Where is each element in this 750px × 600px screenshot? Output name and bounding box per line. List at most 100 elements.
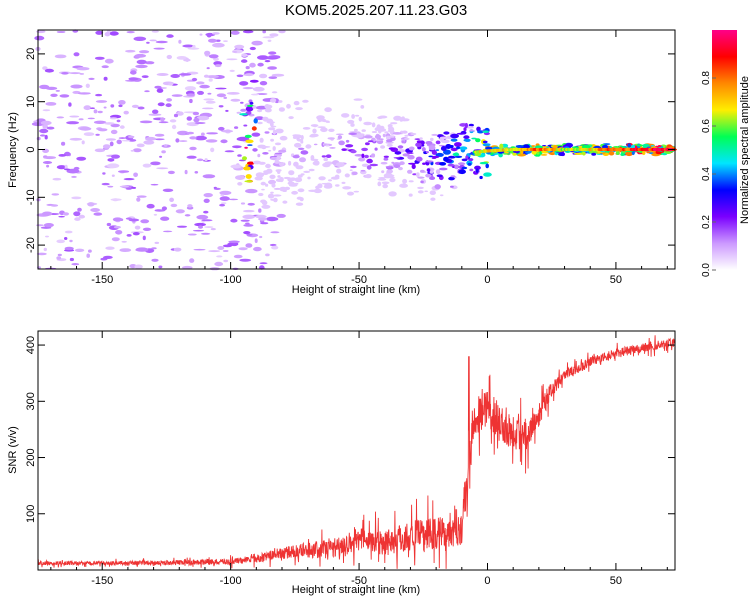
spectrogram-cell [665,151,672,155]
spectrogram-cell [408,146,415,151]
spectrogram-cell [642,150,646,156]
spectrogram-cell [130,149,135,152]
spectrogram-cell [43,247,47,252]
spectrogram-cell [274,159,279,162]
spectrogram-cell [66,121,79,125]
spectrogram-cell [382,183,389,189]
colorbar-tick-label: 0.8 [701,71,712,85]
spectrogram-cell [469,168,474,172]
spectrogram-cell [404,134,409,137]
spectrogram-cell [69,115,80,118]
spectrogram-cell [286,103,291,109]
spectrogram-cell [371,153,376,158]
spectrogram-cell [313,143,318,146]
spectrogram-cell [299,157,306,163]
spectrogram-cell [216,255,223,258]
spectrogram-cell [63,212,69,216]
spectrogram-cell [166,54,172,60]
spectrogram-cell [355,114,360,117]
spectrogram-cell [415,172,420,178]
spectrogram-cell [439,167,448,171]
spectrogram-cell [69,137,83,141]
spectrogram-cell [308,189,318,192]
spectrogram-cell [136,195,147,198]
spectrogram-cell [133,172,139,178]
spectrogram-cell [245,222,250,225]
spectrogram-cell [70,84,83,89]
spectrogram-cell [260,222,269,225]
spectrogram-cell [203,74,209,78]
spectrogram-cell [469,129,474,132]
spectrogram-cell [318,119,322,123]
spectrogram-cell [399,118,403,122]
colorbar-gradient [712,30,737,270]
spectrogram-cell [253,118,258,124]
spectrogram-cell [399,183,408,188]
spectrogram-cell [295,107,303,111]
spectrogram-cell [447,163,455,167]
spectrogram-cell [51,193,60,196]
spectrogram-cell [251,132,261,137]
spectrogram-cell [259,81,268,86]
spectrogram-cell [132,232,140,236]
spectrogram-cell [125,217,132,220]
spectrogram-cell [119,125,125,129]
spectrogram-cell [189,98,193,104]
spectrogram-cell [240,108,247,112]
spectrogram-cell [56,116,65,119]
spectrogram-cell [398,166,403,171]
spectrogram-cell [78,118,84,121]
spectrogram-cell [34,35,45,41]
snr-x-tick-label: -150 [91,575,113,587]
spectrogram-cell [155,40,168,44]
spectrogram-cell [264,131,270,134]
spectrogram-cell [479,175,483,180]
spectrogram-cell [294,142,302,148]
spectrogram-cell [313,188,322,194]
spectrogram-cell [388,191,397,197]
spectrogram-cell [351,114,355,119]
spectrogram-cell [69,239,73,243]
spectrogram-cell [104,58,114,64]
spectrogram-cell [232,51,238,53]
spectrogram-cell [402,153,410,157]
spectrogram-cell [338,140,345,146]
spectrogram-cell [259,262,268,265]
spectrogram-cell [175,138,180,143]
spectrogram-cell [134,264,143,270]
spectrogram-cell [383,157,389,161]
spectrogram-cell [203,98,215,101]
spectrogram-cell [106,29,111,33]
spectrogram-cell [64,168,71,171]
spectrogram-cell [351,171,358,176]
spectrogram-cell [270,138,274,142]
spectrogram-cell [259,73,268,79]
spectrogram-cell [330,176,340,180]
spectrogram-cell [328,179,332,182]
spectrogram-cell [90,107,95,109]
spectrogram-cell [361,147,368,152]
spectrogram-cell [144,90,150,93]
spectrogram-cell [133,148,142,153]
spectrogram-cell [54,54,67,59]
spectrogram-cell [429,170,434,174]
spectrogram-cell [145,61,155,65]
spectrogram-cell [394,151,402,155]
spectrogram-cell [253,246,262,252]
spectrogram-cell [74,217,81,221]
spectrogram-cell [443,156,449,162]
spectrogram-cell [57,253,62,257]
snr-x-tick-label: 50 [610,575,622,587]
spectrogram-cell [417,190,424,194]
spectrogram-cell [201,219,213,222]
spectrogram-cell [252,148,258,152]
spectrogram-cell [267,39,272,42]
spectrogram-cell [312,128,317,134]
colorbar-label: Normalized spectral amplitude [739,76,750,224]
spectrogram-cell [320,127,328,133]
spectrogram-cell [381,181,390,185]
spectrogram-cell [150,183,159,186]
spectrogram-cell [435,169,441,175]
spectrogram-cell [220,139,228,144]
